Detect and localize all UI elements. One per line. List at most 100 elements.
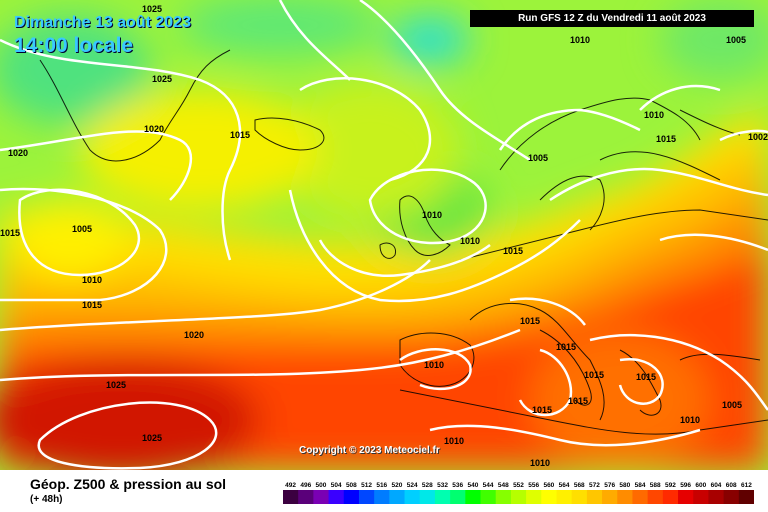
map-title: Géop. Z500 & pression au sol <box>30 476 227 492</box>
isobar-label: 1005 <box>726 35 746 45</box>
isobar-label: 1025 <box>142 433 162 443</box>
isobar-label: 1020 <box>8 148 28 158</box>
scale-swatch <box>526 490 542 504</box>
scale-tick: 580 <box>619 482 630 489</box>
scale-tick: 544 <box>483 482 494 489</box>
isobar-label: 1010 <box>422 210 442 220</box>
isobar-label: 1015 <box>230 130 250 140</box>
isobar-label: 1015 <box>520 316 540 326</box>
scale-swatch <box>450 490 466 504</box>
scale-tick: 516 <box>376 482 387 489</box>
isobar-label: 1010 <box>644 110 664 120</box>
scale-swatch <box>495 490 512 504</box>
isobar-label: 1015 <box>503 246 523 256</box>
scale-swatch <box>343 490 360 504</box>
isobar-label: 1005 <box>722 400 742 410</box>
scale-tick: 564 <box>559 482 570 489</box>
isobar-label: 1015 <box>556 342 576 352</box>
isobar-label: 1015 <box>0 228 20 238</box>
scale-tick: 596 <box>680 482 691 489</box>
scale-swatch <box>374 490 390 504</box>
scale-tick: 572 <box>589 482 600 489</box>
scale-tick: 556 <box>528 482 539 489</box>
scale-tick: 548 <box>498 482 509 489</box>
scale-tick: 568 <box>574 482 585 489</box>
scale-swatch <box>586 490 603 504</box>
scale-tick: 524 <box>407 482 418 489</box>
scale-tick: 496 <box>300 482 311 489</box>
isobar-label: 1015 <box>568 396 588 406</box>
scale-swatch <box>283 490 299 504</box>
scale-swatch <box>678 490 694 504</box>
isobars <box>0 0 768 470</box>
scale-tick: 512 <box>361 482 372 489</box>
coastlines <box>39 49 768 435</box>
scale-swatch <box>723 490 740 504</box>
isobar-label: 1025 <box>152 74 172 84</box>
scale-swatch <box>480 490 497 504</box>
isobar-label: 1010 <box>444 436 464 446</box>
weather-map: 1025 1025 1020 1020 1015 1005 1010 1015 … <box>0 0 768 470</box>
forecast-date: Dimanche 13 août 2023 <box>14 14 191 31</box>
scale-swatch <box>389 490 406 504</box>
scale-swatch <box>632 490 649 504</box>
isobar-label: 1015 <box>532 405 552 415</box>
scale-swatch <box>738 490 754 504</box>
scale-tick: 576 <box>604 482 615 489</box>
scale-swatch <box>465 490 482 504</box>
scale-tick: 560 <box>543 482 554 489</box>
scale-swatch <box>434 490 451 504</box>
scale-swatch <box>419 490 436 504</box>
isobar-labels: 1025 1025 1020 1020 1015 1005 1010 1015 … <box>0 4 768 468</box>
scale-tick: 520 <box>392 482 403 489</box>
isobar-label: 1025 <box>142 4 162 14</box>
isobar-label: 1010 <box>460 236 480 246</box>
scale-swatch <box>556 490 573 504</box>
isobar-label: 1015 <box>656 134 676 144</box>
scale-tick: 504 <box>331 482 342 489</box>
scale-swatch <box>647 490 664 504</box>
scale-swatch <box>708 490 725 504</box>
lead-time: (+ 48h) <box>30 494 63 505</box>
local-time: 14:00 locale <box>14 34 134 57</box>
run-info-banner: Run GFS 12 Z du Vendredi 11 août 2023 <box>470 10 754 27</box>
scale-tick: 608 <box>726 482 737 489</box>
scale-swatch <box>693 490 709 504</box>
color-scale: 492 496 500 504 508 512 516 520 524 528 532 536 540 5… <box>283 482 754 504</box>
scale-swatch <box>617 490 633 504</box>
copyright: Copyright © 2023 Meteociel.fr <box>299 445 440 456</box>
scale-tick: 600 <box>695 482 706 489</box>
isobar-label: 1010 <box>82 275 102 285</box>
geopotential-field <box>0 0 768 470</box>
scale-tick: 584 <box>635 482 646 489</box>
scale-tick: 540 <box>467 482 478 489</box>
scale-swatch <box>541 490 557 504</box>
scale-tick: 552 <box>513 482 524 489</box>
scale-tick: 588 <box>650 482 661 489</box>
scale-tick: 612 <box>741 482 752 489</box>
isobar-label: 1010 <box>570 35 590 45</box>
scale-tick: 592 <box>665 482 676 489</box>
scale-swatch <box>662 490 679 504</box>
isobar-label: 1005 <box>528 153 548 163</box>
isobar-label: 1025 <box>106 380 126 390</box>
scale-swatch <box>298 490 314 504</box>
isobar-label: 1010 <box>680 415 700 425</box>
isobar-label: 1010 <box>424 360 444 370</box>
scale-tick: 604 <box>711 482 722 489</box>
scale-tick: 492 <box>285 482 296 489</box>
scale-tick: 532 <box>437 482 448 489</box>
isobar-label: 1015 <box>636 372 656 382</box>
isobar-label: 1015 <box>82 300 102 310</box>
scale-tick: 536 <box>452 482 463 489</box>
isobar-label: 1020 <box>184 330 204 340</box>
scale-swatch <box>358 490 375 504</box>
isobar-label: 1015 <box>584 370 604 380</box>
scale-swatch <box>602 490 618 504</box>
scale-swatch <box>571 490 588 504</box>
scale-tick: 508 <box>346 482 357 489</box>
isobar-label: 1002 <box>748 132 768 142</box>
isobar-label: 1020 <box>144 124 164 134</box>
scale-tick: 500 <box>316 482 327 489</box>
isobar-label: 1010 <box>530 458 550 468</box>
